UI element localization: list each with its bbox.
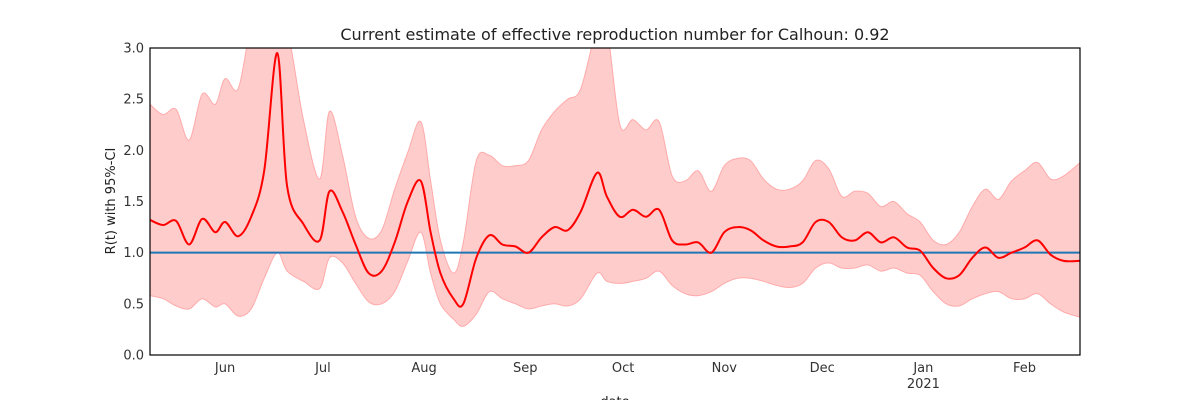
x-tick-label: Jan [912,361,933,376]
x-tick-label: Jun [214,361,235,376]
plot-frame [149,47,1081,356]
x-tick-label: Dec [810,361,835,376]
confidence-band [150,48,1080,327]
y-tick-label: 2.0 [123,144,144,159]
x-tick-label: Nov [712,361,738,376]
y-tick-label: 0.5 [123,297,144,312]
y-tick-label: 2.5 [123,93,144,108]
chart-title: Current estimate of effective reproducti… [340,25,889,44]
x-tick-label: Aug [411,361,436,376]
estimate-line [150,52,1080,308]
plot-area [150,48,1080,327]
y-tick-label: 3.0 [123,42,144,57]
y-axis-label: R(t) with 95%-CI [104,148,119,255]
y-axis: 0.0 0.5 1.0 1.5 2.0 2.5 3.0 [123,42,144,364]
x-axis-label: date [600,395,629,400]
x-tick-label: Feb [1013,361,1036,376]
y-tick-label: 1.5 [123,195,144,210]
x-tick-label: Jul [314,361,331,376]
y-tick-label: 1.0 [123,246,144,261]
y-tick-label: 0.0 [123,349,144,364]
x-tick-label: Sep [513,361,538,376]
x-tick-sublabel: 2021 [907,377,940,392]
x-tick-label: Oct [612,361,634,376]
